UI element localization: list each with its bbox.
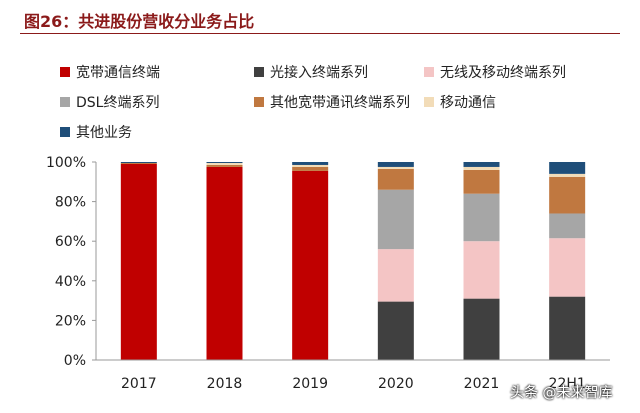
bar-segment: [549, 238, 586, 297]
y-tick-label: 100%: [46, 155, 86, 171]
bar-segment: [549, 176, 586, 214]
figure-title: 图26：共进股份营收分业务占比: [24, 12, 255, 31]
legend-label: 无线及移动终端系列: [440, 65, 566, 81]
bar-segment: [377, 166, 414, 169]
bar-segment: [463, 298, 500, 360]
bar-segment: [377, 168, 414, 190]
legend-label: 其他宽带通讯终端系列: [270, 95, 410, 111]
x-tick-label: 2018: [207, 376, 243, 392]
bar-segment: [549, 162, 586, 174]
legend-item: 其他业务: [60, 122, 132, 142]
bar-segment: [206, 164, 243, 167]
title-divider: [20, 33, 620, 34]
legend-swatch: [254, 67, 264, 77]
y-tick-label: 60%: [55, 234, 86, 250]
bar-segment: [463, 162, 500, 167]
bar-segment: [206, 166, 243, 360]
legend-label: 光接入终端系列: [270, 65, 368, 81]
y-tick-label: 20%: [55, 313, 86, 329]
x-tick-label: 2019: [292, 376, 328, 392]
bar-segment: [463, 166, 500, 170]
bar-segment: [377, 162, 414, 167]
bar-segment: [206, 162, 243, 165]
bar-segment: [292, 170, 329, 360]
legend-swatch: [60, 127, 70, 137]
legend-label: 其他业务: [76, 125, 132, 141]
legend-swatch: [424, 97, 434, 107]
bar-segment: [549, 213, 586, 239]
legend-item: 宽带通信终端: [60, 62, 160, 82]
x-tick-label: 2021: [464, 376, 500, 392]
legend-label: DSL终端系列: [76, 95, 160, 111]
bar-segment: [549, 296, 586, 360]
legend-label: 移动通信: [440, 95, 496, 111]
bar-segment: [463, 241, 500, 299]
y-tick-label: 40%: [55, 274, 86, 290]
x-tick-label: 22H1: [549, 376, 586, 392]
legend-item: DSL终端系列: [60, 92, 159, 112]
legend-item: 其他宽带通讯终端系列: [254, 92, 410, 112]
legend-label: 宽带通信终端: [76, 65, 160, 81]
bar-segment: [120, 162, 157, 163]
bar-segment: [292, 164, 329, 167]
bar-segment: [292, 166, 329, 171]
bar-segment: [377, 189, 414, 250]
legend-item: 光接入终端系列: [254, 62, 368, 82]
watermark: 头条 @未来智库: [510, 385, 613, 401]
legend-swatch: [60, 67, 70, 77]
bar-segment: [206, 162, 243, 163]
bar-segment: [120, 162, 157, 164]
x-tick-label: 2020: [378, 376, 414, 392]
legend-swatch: [254, 97, 264, 107]
y-tick-label: 0%: [64, 353, 86, 369]
x-tick-label: 2017: [121, 376, 157, 392]
legend-item: 无线及移动终端系列: [424, 62, 566, 82]
bar-segment: [292, 162, 329, 165]
bar-segment: [120, 163, 157, 360]
legend-item: 移动通信: [424, 92, 496, 112]
y-tick-label: 80%: [55, 195, 86, 211]
bar-segment: [463, 193, 500, 242]
legend-swatch: [60, 97, 70, 107]
legend-swatch: [424, 67, 434, 77]
bar-segment: [377, 301, 414, 360]
bar-segment: [377, 249, 414, 302]
bar-segment: [549, 173, 586, 177]
bar-segment: [463, 169, 500, 194]
